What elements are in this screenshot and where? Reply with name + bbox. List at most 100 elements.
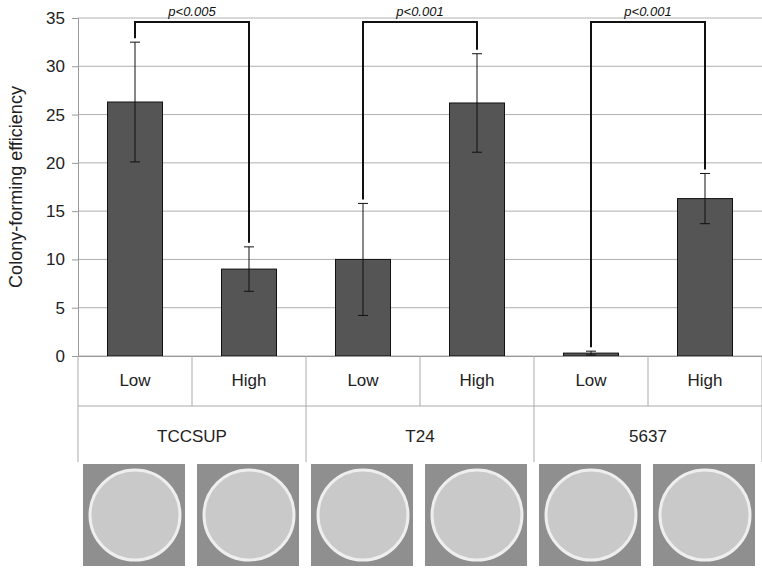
y-tick-label: 10 <box>46 250 65 269</box>
error-cap <box>244 291 254 292</box>
y-tick-mark <box>72 163 78 164</box>
y-tick-mark <box>72 211 78 212</box>
significance-bracket <box>363 22 477 199</box>
photo-frame <box>83 464 185 566</box>
error-cap <box>244 246 254 247</box>
separator <box>78 356 79 462</box>
photo-frame <box>425 464 527 566</box>
x-tick: High <box>232 356 267 390</box>
photo-dish <box>660 470 750 560</box>
y-tick-label: 0 <box>56 347 65 366</box>
y-tick-label: 25 <box>46 106 65 125</box>
y-tick: 15 <box>46 202 78 221</box>
grid-line <box>78 307 762 308</box>
significance-bracket <box>135 22 249 243</box>
category-separators <box>78 356 762 462</box>
chart: 0 5 10 15 20 25 30 35 Colony-forming efficiency L… <box>0 0 762 576</box>
y-tick-mark <box>72 115 78 116</box>
y-tick-mark <box>72 308 78 309</box>
separator <box>420 356 421 406</box>
grid-line <box>78 211 762 212</box>
x-tick-label: Low <box>575 371 607 390</box>
group-label: 5637 <box>629 427 667 446</box>
y-tick: 25 <box>46 106 78 125</box>
x-tick: Low <box>575 356 607 390</box>
y-axis-line <box>72 19 79 357</box>
annotation: p<0.005 <box>167 4 216 19</box>
photo-dish <box>546 470 636 560</box>
y-tick: 35 <box>46 9 78 28</box>
y-axis-title: Colony-forming efficiency <box>6 86 26 288</box>
separator <box>192 356 193 406</box>
significance-bracket <box>591 22 705 347</box>
error-cap <box>130 42 140 43</box>
photo-frame <box>539 464 641 566</box>
y-tick: 30 <box>46 57 78 76</box>
error-cap <box>358 315 368 316</box>
separator <box>534 356 535 462</box>
photo-dish <box>90 470 180 560</box>
error-bar <box>586 351 596 355</box>
grid-line <box>78 66 762 67</box>
separator <box>306 356 307 462</box>
error-bar <box>472 54 482 153</box>
error-cap <box>130 161 140 162</box>
y-tick-mark <box>72 259 78 260</box>
grid-line <box>78 114 762 115</box>
error-stem <box>249 247 250 291</box>
y-axis: 0 5 10 15 20 25 30 35 <box>46 9 78 366</box>
y-tick-mark <box>72 18 78 19</box>
plot-marks <box>108 42 733 356</box>
x-tick-label: High <box>232 371 267 390</box>
error-cap <box>700 223 710 224</box>
y-tick-mark <box>72 66 78 67</box>
error-stem <box>591 351 592 355</box>
group-label: T24 <box>405 427 434 446</box>
error-cap <box>586 351 596 352</box>
y-tick: 5 <box>56 299 78 318</box>
y-tick-label: 35 <box>46 9 65 28</box>
error-bar <box>358 203 368 315</box>
photo-frame <box>311 464 413 566</box>
y-tick-label: 15 <box>46 202 65 221</box>
annotation: p<0.001 <box>395 4 443 19</box>
photo-dish <box>204 470 294 560</box>
separator <box>78 406 762 407</box>
error-cap <box>586 355 596 356</box>
x-tick: Low <box>119 356 151 390</box>
error-stem <box>135 42 136 162</box>
group-label: TCCSUP <box>157 427 227 446</box>
y-tick-label: 30 <box>46 57 65 76</box>
error-stem <box>477 54 478 153</box>
photo-dish <box>432 470 522 560</box>
grid <box>78 18 762 356</box>
x-tick: Low <box>347 356 379 390</box>
x-tick-label: Low <box>347 371 379 390</box>
y-tick-mark <box>72 356 78 357</box>
error-bar <box>700 173 710 223</box>
photo-frame <box>197 464 299 566</box>
y-tick: 20 <box>46 154 78 173</box>
error-stem <box>363 203 364 315</box>
error-bar <box>130 42 140 162</box>
error-stem <box>705 173 706 223</box>
dish-photos <box>83 464 755 566</box>
x-tick: High <box>460 356 495 390</box>
x-tick-label: Low <box>119 371 151 390</box>
error-bar <box>244 247 254 291</box>
grid-line <box>78 162 762 163</box>
error-cap <box>472 152 482 153</box>
photo-dish <box>318 470 408 560</box>
separator <box>648 356 649 406</box>
annotation: p<0.001 <box>623 4 671 19</box>
error-cap <box>472 53 482 54</box>
x-tick: High <box>688 356 723 390</box>
error-cap <box>358 203 368 204</box>
photo-frame <box>653 464 755 566</box>
y-tick-label: 20 <box>46 154 65 173</box>
error-cap <box>700 173 710 174</box>
x-tick-label: High <box>688 371 723 390</box>
grid-line <box>78 259 762 260</box>
y-tick-label: 5 <box>56 299 65 318</box>
x-tick-label: High <box>460 371 495 390</box>
